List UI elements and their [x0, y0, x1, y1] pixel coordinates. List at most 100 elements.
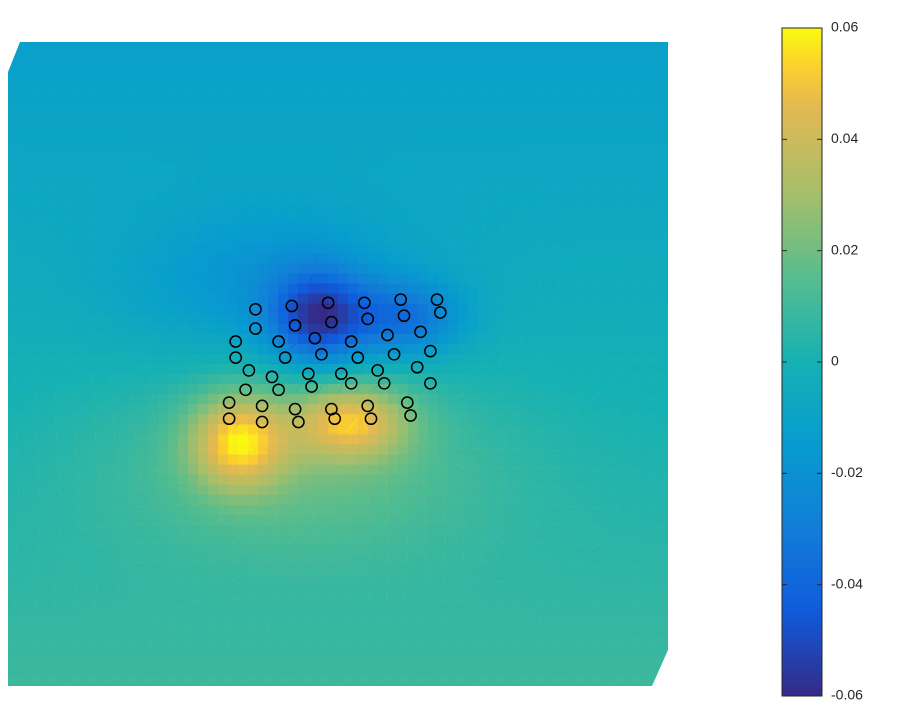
- heatmap-cell: [88, 172, 99, 184]
- heatmap-cell: [208, 414, 219, 425]
- heatmap-cell: [618, 62, 629, 73]
- heatmap-cell: [508, 615, 519, 627]
- heatmap-cell: [68, 585, 79, 597]
- heatmap-cell: [338, 283, 349, 295]
- heatmap-cell: [68, 283, 79, 295]
- vector-arrow: [166, 373, 174, 388]
- heatmap-cell: [8, 142, 19, 154]
- vector-arrow: [283, 89, 291, 98]
- vector-arrow: [216, 335, 232, 346]
- heatmap-cell: [138, 585, 149, 597]
- heatmap-cell: [348, 162, 359, 174]
- heatmap-cell: [448, 203, 459, 214]
- vector-arrow: [425, 202, 435, 207]
- heatmap-cell: [498, 343, 509, 355]
- heatmap-cell: [208, 474, 219, 486]
- vector-arrow: [211, 228, 215, 241]
- heatmap-cell: [608, 665, 619, 677]
- heatmap-cell: [258, 82, 269, 93]
- vector-arrow: [422, 494, 427, 507]
- heatmap-cell: [548, 525, 559, 536]
- heatmap-cell: [88, 203, 99, 214]
- vector-arrow: [386, 264, 404, 280]
- heatmap-cell: [8, 132, 19, 144]
- vector-arrow: [444, 271, 462, 280]
- vector-arrow: [230, 491, 247, 507]
- heatmap-cell: [18, 384, 29, 395]
- vector-arrow: [134, 523, 145, 526]
- heatmap-cell: [158, 545, 169, 556]
- heatmap-cell: [468, 434, 479, 446]
- heatmap-cell: [658, 384, 668, 395]
- heatmap-cell: [268, 213, 279, 224]
- heatmap-cell: [168, 635, 179, 647]
- heatmap-cell: [38, 484, 49, 496]
- heatmap-cell: [288, 555, 299, 566]
- heatmap-cell: [378, 273, 389, 285]
- heatmap-cell: [88, 243, 99, 254]
- heatmap-cell: [258, 464, 269, 476]
- heatmap-cell: [508, 595, 519, 607]
- heatmap-cell: [518, 313, 529, 325]
- heatmap-cell: [298, 525, 309, 536]
- heatmap-cell: [158, 333, 169, 345]
- heatmap-cell: [228, 132, 239, 144]
- heatmap-cell: [48, 565, 59, 576]
- heatmap-cell: [88, 585, 99, 597]
- heatmap-cell: [558, 203, 569, 214]
- heatmap-cell: [148, 172, 159, 184]
- heatmap-cell: [128, 484, 139, 496]
- heatmap-cell: [348, 112, 359, 124]
- heatmap-cell: [148, 142, 159, 154]
- heatmap-cell: [228, 504, 239, 516]
- heatmap-cell: [418, 182, 429, 194]
- vector-arrow: [129, 619, 135, 629]
- heatmap-cell: [478, 605, 489, 617]
- heatmap-cell: [648, 474, 659, 486]
- vector-arrow: [191, 411, 199, 433]
- vector-arrow: [125, 179, 135, 185]
- heatmap-cell: [488, 233, 499, 244]
- heatmap-cell: [158, 323, 169, 335]
- heatmap-cell: [88, 192, 99, 204]
- heatmap-cell: [168, 92, 179, 103]
- vector-arrow: [205, 89, 213, 98]
- heatmap-cell: [588, 213, 599, 224]
- heatmap-cell: [128, 152, 139, 164]
- heatmap-cell: [518, 394, 529, 405]
- heatmap-cell: [628, 283, 639, 295]
- heatmap-cell: [548, 464, 559, 476]
- heatmap-cell: [118, 454, 129, 466]
- heatmap-cell: [308, 384, 319, 395]
- heatmap-cell: [298, 494, 309, 506]
- heatmap-cell: [88, 665, 99, 677]
- heatmap-cell: [328, 535, 339, 546]
- heatmap-cell: [318, 665, 329, 677]
- heatmap-cell: [408, 172, 419, 184]
- heatmap-cell: [108, 182, 119, 194]
- vector-arrow: [399, 89, 407, 98]
- heatmap-cell: [278, 364, 289, 375]
- vector-arrow: [89, 373, 96, 384]
- heatmap-cell: [88, 555, 99, 566]
- vector-arrow: [405, 283, 424, 299]
- heatmap-cell: [138, 394, 149, 405]
- heatmap-cell: [268, 665, 279, 677]
- heatmap-cell: [578, 142, 589, 154]
- heatmap-cell: [568, 585, 579, 597]
- heatmap-cell: [358, 605, 369, 617]
- heatmap-cell: [168, 72, 179, 83]
- heatmap-cell: [548, 595, 559, 607]
- vector-arrow: [146, 250, 155, 261]
- heatmap-cell: [448, 625, 459, 637]
- heatmap-cell: [588, 414, 599, 425]
- heatmap-cell: [28, 213, 39, 224]
- heatmap-cell: [188, 102, 199, 114]
- heatmap-cell: [78, 102, 89, 114]
- heatmap-cell: [588, 645, 599, 657]
- heatmap-cell: [438, 42, 449, 53]
- heatmap-cell: [598, 152, 609, 164]
- heatmap-cell: [98, 283, 109, 295]
- heatmap-cell: [338, 263, 349, 275]
- heatmap-cell: [538, 535, 549, 546]
